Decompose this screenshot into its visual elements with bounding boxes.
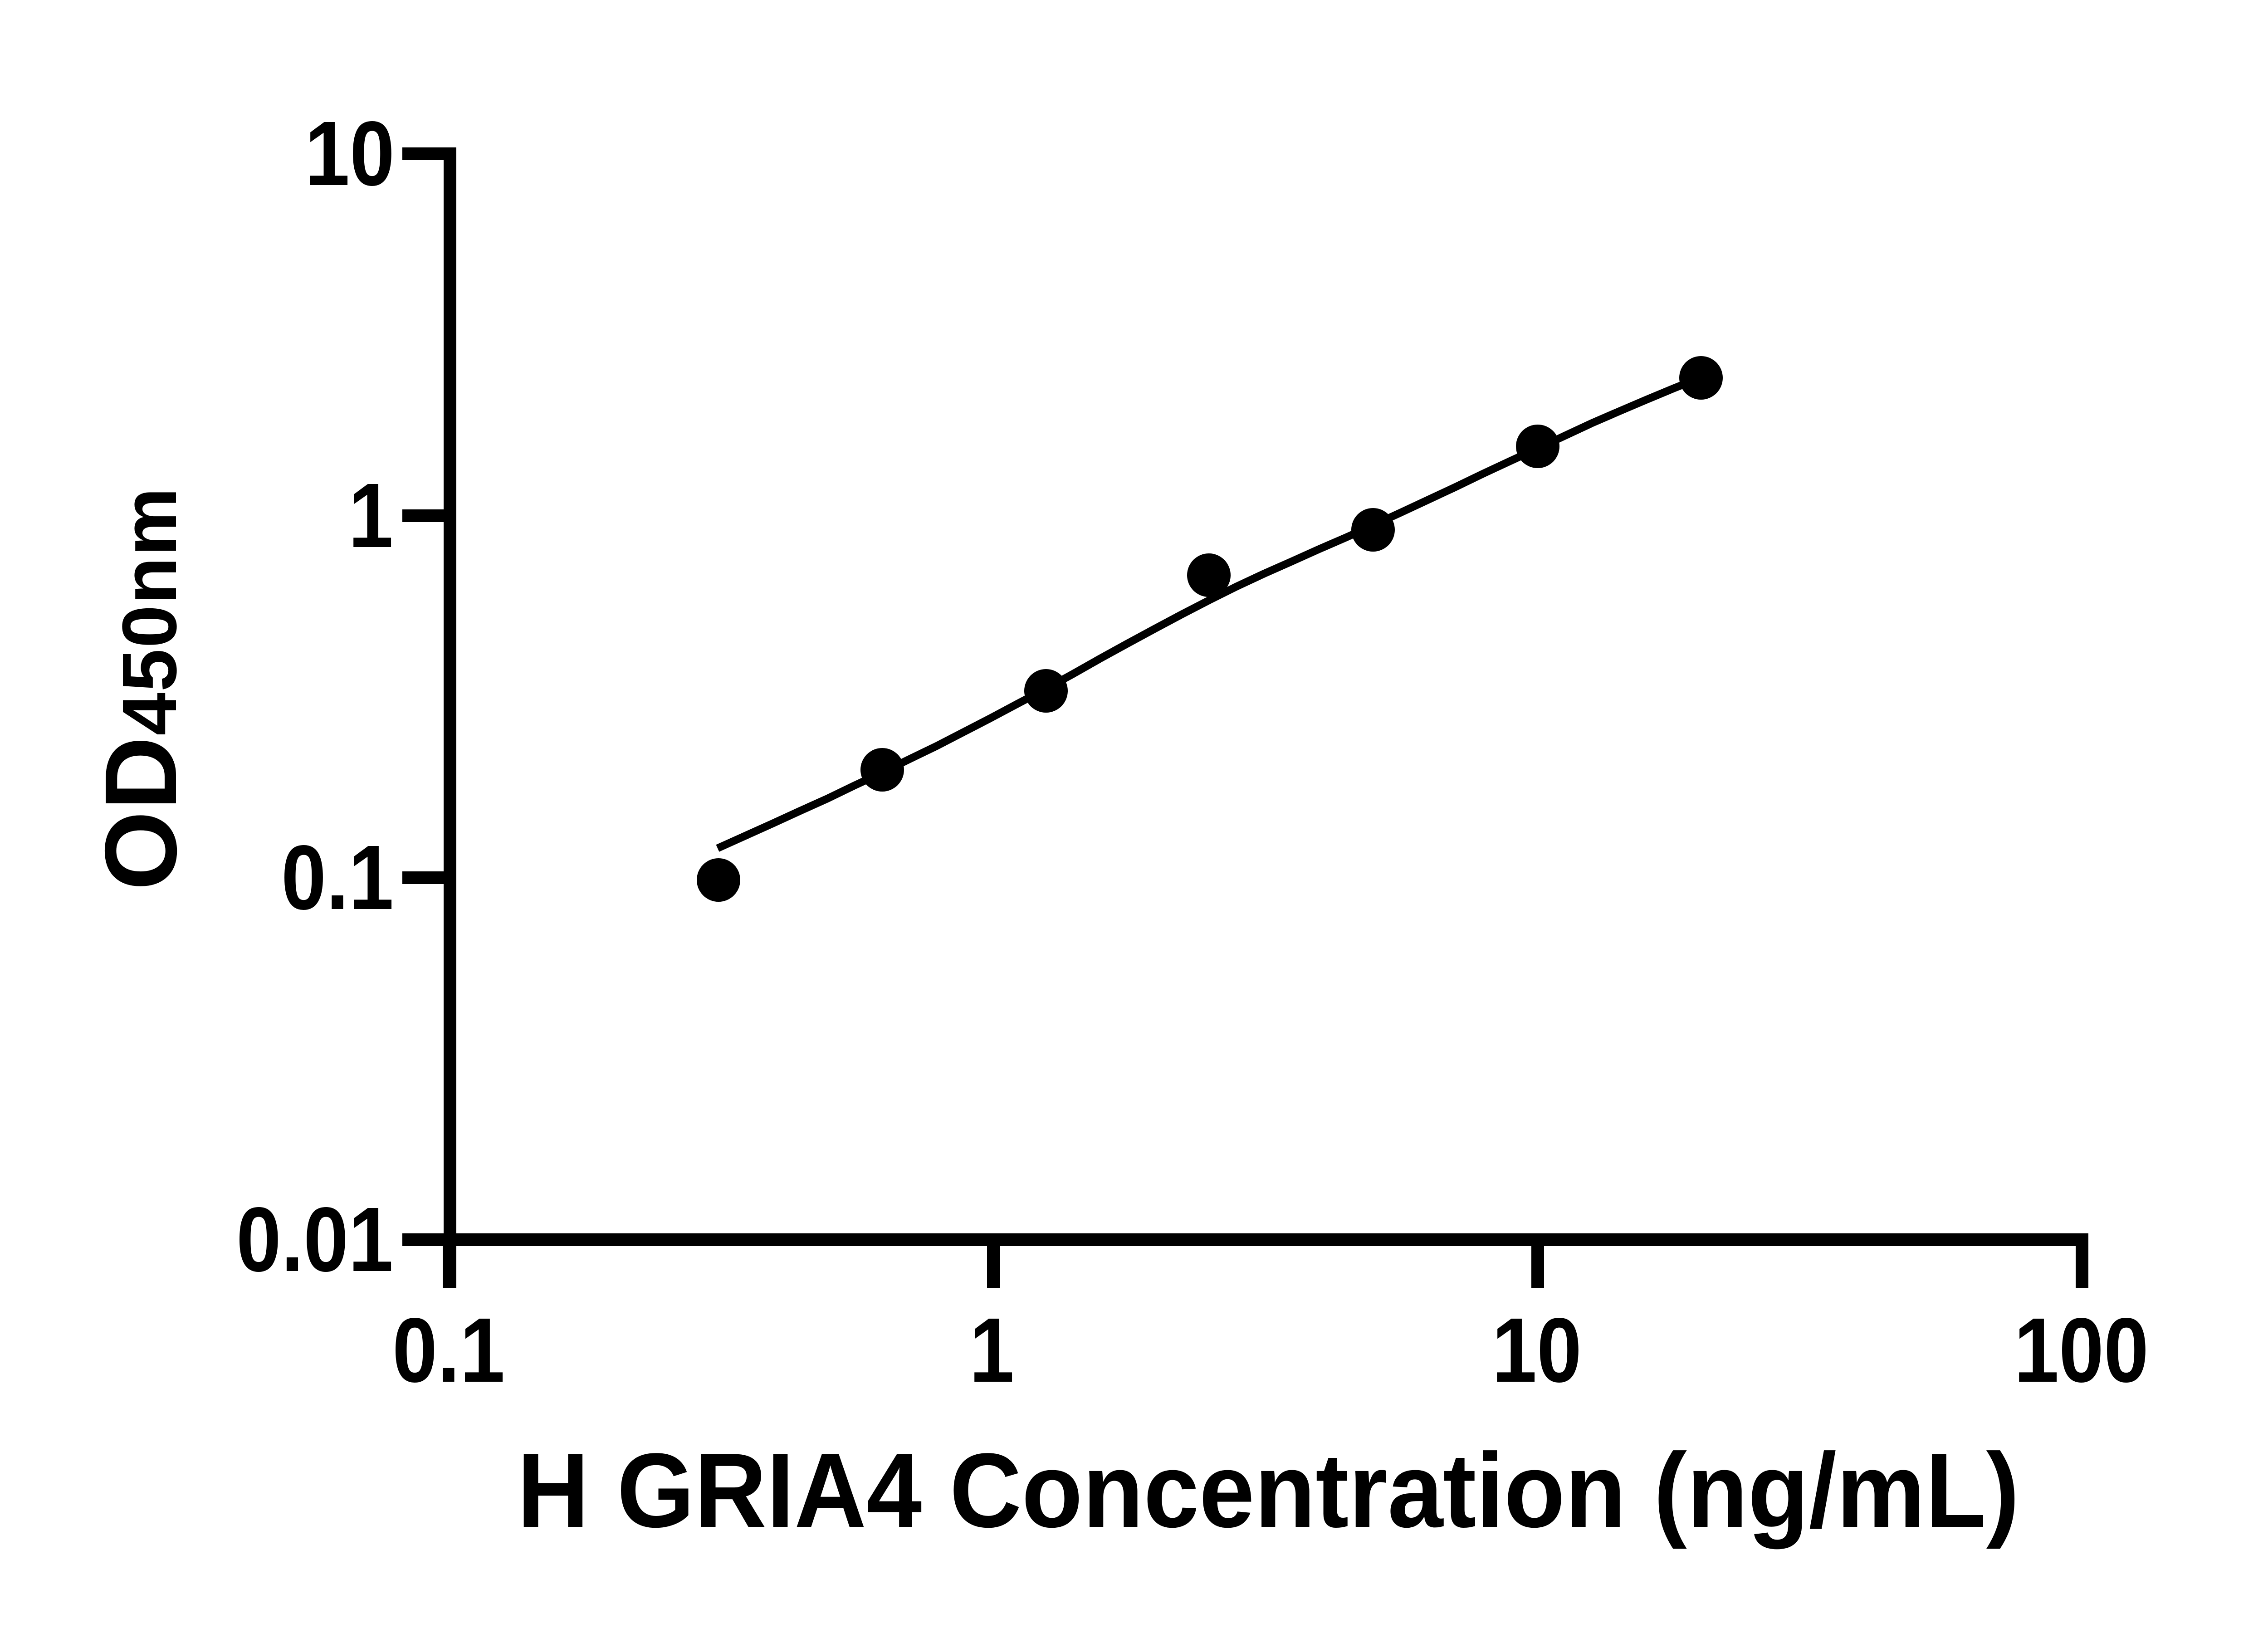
svg-text:1: 1 — [969, 1299, 1014, 1401]
svg-text:H GRIA4 Concentration (ng/mL): H GRIA4 Concentration (ng/mL) — [517, 1432, 2019, 1550]
svg-text:0.01: 0.01 — [236, 1188, 393, 1291]
svg-text:10: 10 — [305, 102, 395, 205]
svg-text:1: 1 — [348, 464, 393, 567]
svg-text:0.1: 0.1 — [281, 826, 394, 929]
svg-text:100: 100 — [2014, 1299, 2149, 1401]
svg-text:0.1: 0.1 — [392, 1299, 505, 1401]
svg-text:10: 10 — [1492, 1299, 1582, 1401]
